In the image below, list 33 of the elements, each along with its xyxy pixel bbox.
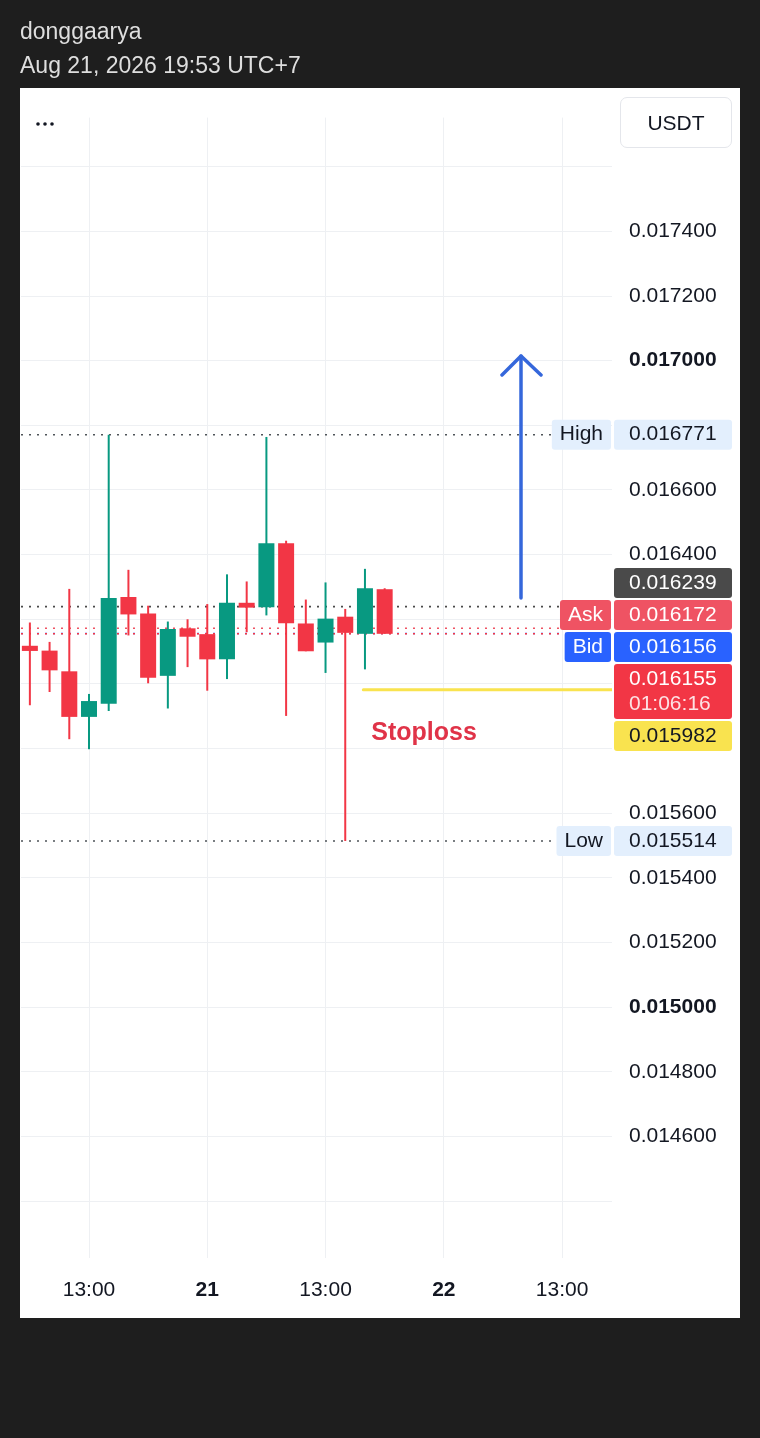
y-tick-label: 0.017000 [629, 347, 717, 371]
annotation: 0.016172 [629, 601, 717, 625]
y-tick-label: 0.016400 [629, 541, 717, 565]
annotation: 0.016239 [629, 569, 717, 593]
y-tick-label: 0.015200 [629, 929, 717, 953]
candlestick [21, 622, 38, 706]
annotation: 0.015982 [629, 722, 717, 746]
y-tick-label: 0.017400 [629, 218, 717, 242]
text: 01:06:16 [629, 690, 711, 714]
annotation: Stoploss [371, 716, 477, 745]
y-tick-label: 0.016600 [629, 476, 717, 500]
annotation: 0.016155 [629, 665, 717, 689]
x-tick-label: 13:00 [299, 1277, 352, 1301]
y-tick-label: 0.014800 [629, 1058, 717, 1082]
y-axis-title: USDT [620, 97, 732, 148]
annotation: 0.016156 [629, 633, 717, 657]
ref-line-label: Ask [567, 601, 604, 625]
x-tick-label: 21 [195, 1277, 220, 1301]
x-tick-label: 13:00 [62, 1277, 116, 1301]
annotation: 0.016771 [629, 421, 717, 445]
y-tick-label: 0.017200 [629, 282, 717, 306]
x-tick-label: 13:00 [535, 1277, 589, 1301]
ref-line-label: Bid [572, 633, 603, 657]
y-tick-label: 0.015000 [629, 993, 717, 1017]
chart-subtitle: Aug 21, 2026 19:53 UTC+7 [20, 51, 301, 79]
y-tick-label: 0.014600 [629, 1123, 717, 1147]
chart-title: donggaarya [20, 17, 142, 45]
y-tick-label: 0.015400 [629, 864, 717, 888]
y-tick-label: 0.015600 [629, 800, 717, 824]
annotation: 0.015514 [629, 827, 717, 851]
ref-line-label: High [559, 421, 604, 445]
x-tick-label: 22 [432, 1277, 456, 1301]
ref-line-label: Low [564, 827, 604, 851]
